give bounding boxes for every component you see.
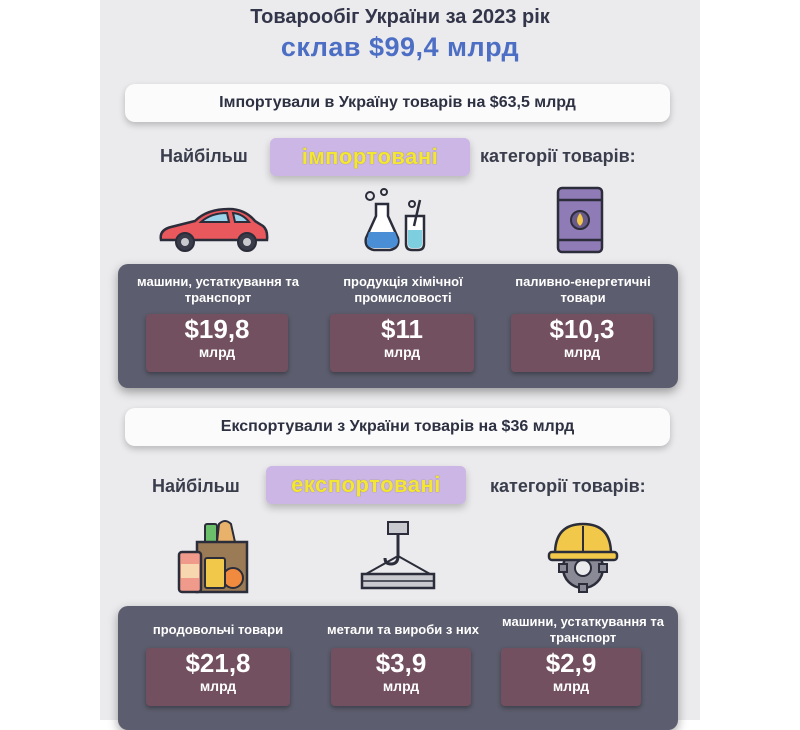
title-line-2: склав $99,4 млрд — [280, 32, 520, 62]
hardhat-gear-icon — [547, 522, 619, 593]
exports-banner-text: Експортували з України товарів на $36 мл… — [220, 418, 575, 435]
imports-item-category: паливно-енергетичні товари — [515, 274, 651, 305]
exports-item: продовольчі товари $21,8 млрд — [128, 622, 308, 726]
exports-item: метали та вироби з них $3,9 млрд — [313, 622, 493, 726]
imports-item-category: продукція хімічної промисловості — [343, 274, 463, 305]
exports-item-unit: млрд — [199, 678, 237, 694]
chemistry-flask-icon — [364, 188, 426, 252]
exports-item-unit: млрд — [552, 678, 590, 694]
exports-banner: Експортували з України товарів на $36 мл… — [125, 408, 670, 446]
exports-item-category: машини, устаткування та транспорт — [502, 614, 664, 645]
imports-banner-text: Імпортували в Україну товарів на $63,5 м… — [219, 94, 576, 111]
exports-sub-left: Найбільш — [152, 476, 240, 496]
imports-banner: Імпортували в Україну товарів на $63,5 м… — [125, 84, 670, 122]
imports-item-value: $11 — [381, 314, 423, 344]
imports-item-value-box: $19,8 млрд — [146, 314, 288, 372]
exports-highlight: експортовані — [266, 466, 466, 504]
imports-item-value: $19,8 — [184, 314, 250, 344]
imports-item: машини, устаткування та транспорт $19,8 … — [128, 274, 308, 384]
fuel-barrel-icon — [556, 186, 604, 254]
imports-item-value: $10,3 — [549, 314, 615, 344]
exports-item-value-box: $2,9 млрд — [501, 648, 641, 706]
exports-card: продовольчі товари $21,8 млрд метали та … — [118, 606, 678, 730]
exports-item-value: $3,9 — [375, 648, 427, 678]
imports-item-value-box: $10,3 млрд — [511, 314, 653, 372]
car-icon — [159, 207, 269, 252]
exports-item-value-box: $21,8 млрд — [146, 648, 290, 706]
imports-highlight: імпортовані — [270, 138, 470, 176]
exports-item-value: $21,8 — [185, 648, 251, 678]
exports-item-category: метали та вироби з них — [327, 622, 479, 637]
imports-item-unit: млрд — [383, 344, 421, 360]
imports-item-unit: млрд — [563, 344, 601, 360]
imports-sub-left: Найбільш — [160, 146, 248, 166]
title-line-1: Товарообіг України за 2023 рік — [250, 6, 550, 28]
grocery-bag-icon — [177, 520, 249, 594]
exports-item-value: $2,9 — [545, 648, 597, 678]
imports-card: машини, устаткування та транспорт $19,8 … — [118, 264, 678, 388]
crane-hook-icon — [360, 521, 436, 590]
exports-item-unit: млрд — [382, 678, 420, 694]
imports-item-category: машини, устаткування та транспорт — [137, 274, 299, 305]
exports-item: машини, устаткування та транспорт $2,9 м… — [493, 614, 673, 726]
imports-item-value-box: $11 млрд — [330, 314, 474, 372]
imports-item: продукція хімічної промисловості $11 млр… — [313, 274, 493, 384]
exports-item-category: продовольчі товари — [152, 622, 284, 637]
imports-item: паливно-енергетичні товари $10,3 млрд — [493, 274, 673, 384]
infographic-panel: Товарообіг України за 2023 рік склав $99… — [100, 0, 700, 730]
exports-item-value-box: $3,9 млрд — [331, 648, 471, 706]
imports-sub-right: категорії товарів: — [480, 146, 636, 166]
imports-item-unit: млрд — [198, 344, 236, 360]
exports-sub-right: категорії товарів: — [490, 476, 646, 496]
